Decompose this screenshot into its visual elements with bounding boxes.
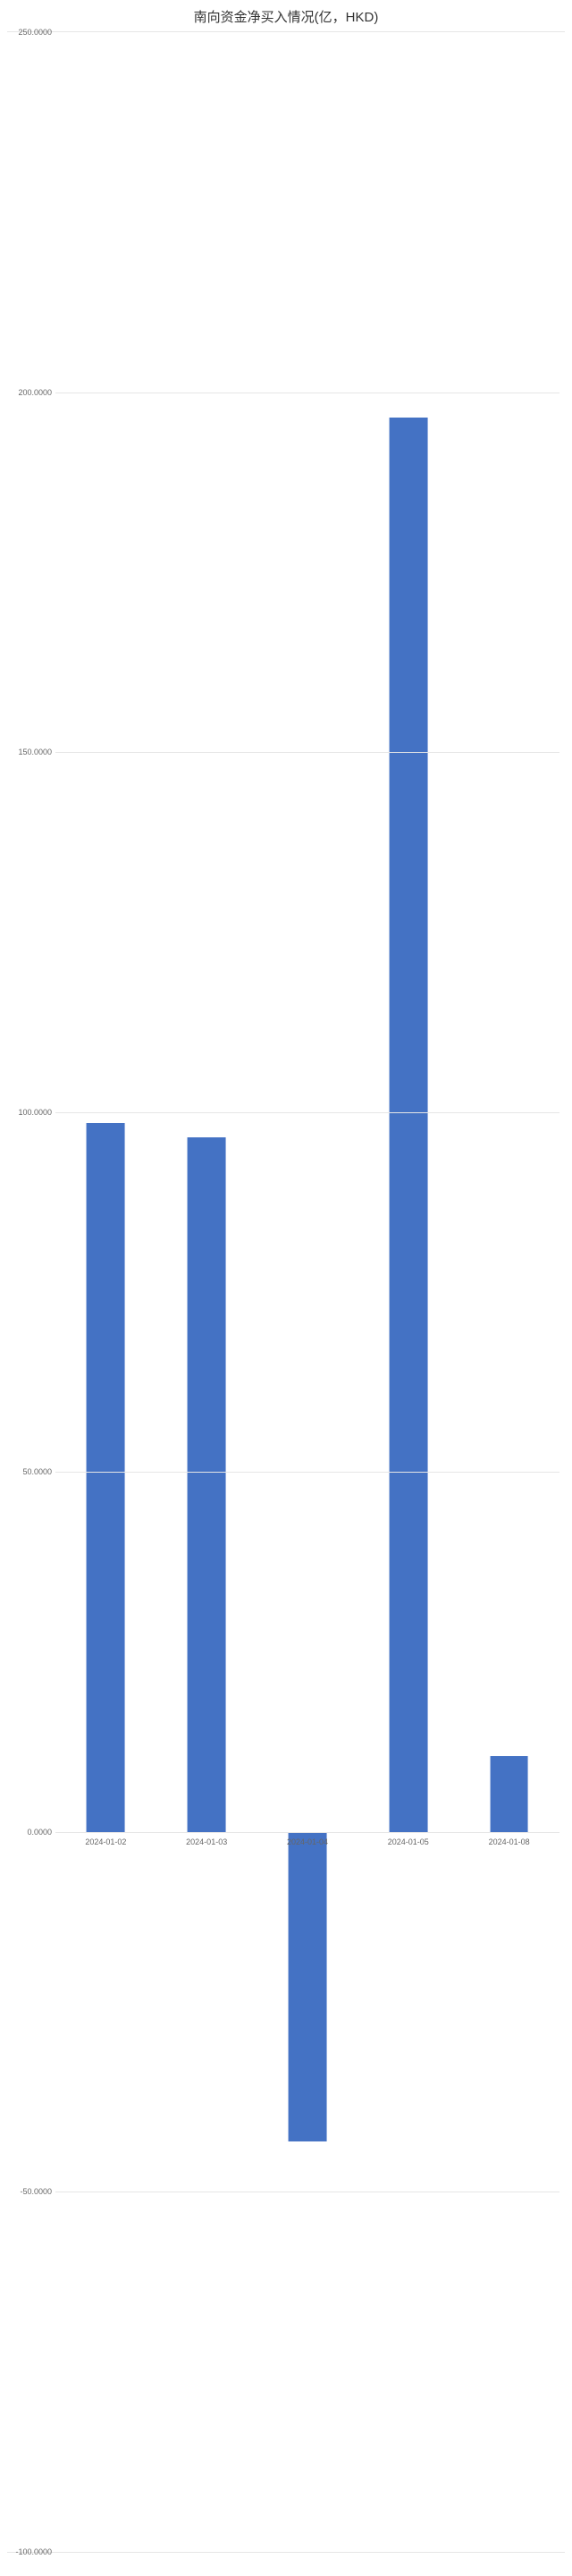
- bars-layer: [55, 32, 559, 2552]
- y-tick-label: 0.0000: [27, 1828, 55, 1837]
- bar: [87, 1123, 125, 1832]
- y-tick-label: 200.0000: [18, 388, 55, 397]
- bar: [490, 1756, 528, 1832]
- x-tick-label: 2024-01-05: [388, 1837, 429, 1846]
- y-tick-label: 150.0000: [18, 747, 55, 756]
- bar-slot: [257, 32, 358, 2552]
- y-tick-label: 250.0000: [18, 28, 55, 37]
- chart-container: 南向资金净买入情况(亿，HKD) 2024-01-022024-01-03202…: [0, 0, 572, 2562]
- x-tick-label: 2024-01-02: [85, 1837, 126, 1846]
- plot-area: 2024-01-02 2024-01-03 2024-01-04 2024-01-05…: [55, 32, 559, 2552]
- bar-slot: [156, 32, 257, 2552]
- x-tick-label: 2024-01-04: [287, 1837, 328, 1846]
- bar: [188, 1137, 226, 1832]
- gridline: [55, 752, 559, 753]
- y-tick-label: -100.0000: [15, 2547, 55, 2556]
- bar: [389, 418, 427, 1832]
- bar: [289, 1832, 327, 2141]
- chart-title: 南向资金净买入情况(亿，HKD): [7, 7, 565, 26]
- gridline: [55, 1112, 559, 1113]
- gridline: [55, 1472, 559, 1473]
- x-tick-label: 2024-01-08: [489, 1837, 530, 1846]
- y-tick-label: 50.0000: [22, 1467, 55, 1476]
- bar-slot: [55, 32, 156, 2552]
- y-tick-label: -50.0000: [20, 2187, 55, 2196]
- plot-frame: 2024-01-02 2024-01-03 2024-01-04 2024-01-05…: [7, 31, 565, 2553]
- gridline: [55, 1832, 559, 1833]
- bar-slot: [358, 32, 458, 2552]
- bar-slot: [458, 32, 559, 2552]
- x-tick-label: 2024-01-03: [186, 1837, 227, 1846]
- y-tick-label: 100.0000: [18, 1108, 55, 1117]
